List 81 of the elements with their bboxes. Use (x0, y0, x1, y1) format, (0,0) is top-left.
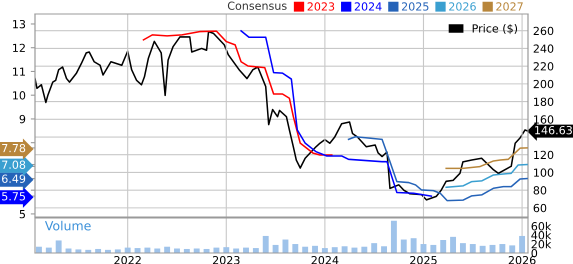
legend-label: 2027 (496, 2, 523, 11)
y2-tick-label: 80 (534, 186, 546, 195)
x-tick-label: 2022 (114, 256, 141, 264)
y2-tick-label: 200 (534, 80, 554, 88)
bar (490, 244, 496, 253)
bar (262, 236, 269, 253)
legend-label: 2025 (402, 2, 428, 11)
y-tick-label: 60k (532, 222, 552, 230)
bar (499, 244, 506, 253)
y-tick-label: 7.08 (2, 160, 26, 169)
bar (233, 248, 240, 253)
bar (282, 240, 288, 253)
x-tick-label: 2025 (410, 256, 437, 264)
bar (213, 248, 220, 253)
x-tick-label: 2023 (212, 256, 240, 264)
bar (361, 246, 368, 253)
bar (519, 236, 526, 253)
bar (480, 246, 486, 253)
bar (460, 243, 466, 253)
x-tick-label: 2024 (312, 256, 338, 264)
bar (144, 248, 150, 253)
bar (272, 244, 279, 253)
y-tick-label: 6.49 (2, 174, 26, 183)
bar (134, 248, 140, 253)
line-series (142, 30, 333, 156)
y-tick-label: 13 (13, 20, 26, 28)
y-tick-label: 10 (13, 91, 26, 100)
bar (450, 236, 456, 253)
y2-tick-label: 100 (534, 168, 554, 177)
bar (400, 240, 407, 253)
line-series (348, 136, 528, 202)
y-tick-label: 7.78 (2, 144, 26, 152)
y-tick-label: 5 (20, 210, 25, 218)
bar (381, 246, 387, 253)
line-series (445, 147, 528, 170)
bar (292, 244, 298, 253)
y-tick-label: 11 (13, 68, 25, 76)
y-tick-label: 0 (532, 248, 538, 258)
x-tick-label: 2026 (508, 256, 536, 264)
y-tick-label: 9 (20, 114, 26, 124)
bar (56, 240, 62, 253)
bar (430, 244, 436, 253)
y2-tick-label: 260 (534, 26, 554, 36)
y2-tick-label: 180 (534, 98, 554, 106)
legend-label: 2023 (308, 2, 334, 11)
y-tick-label: 40k (531, 230, 552, 240)
legend-title: Consensus (228, 2, 287, 10)
bar (164, 246, 170, 253)
chart-title: Volume (44, 220, 91, 230)
y2-tick-label: 120 (534, 150, 554, 160)
bar (322, 248, 328, 253)
bar (124, 248, 131, 253)
bar (390, 220, 397, 253)
line-series (445, 164, 528, 188)
legend-label: 2024 (354, 2, 382, 11)
bar (66, 248, 72, 253)
line-series (240, 30, 432, 197)
legend-label: 2026 (449, 2, 476, 11)
y-tick-label: 5.75 (2, 192, 25, 200)
bar (342, 246, 348, 253)
bar (420, 244, 426, 253)
bar (36, 246, 42, 253)
bar (410, 238, 417, 253)
bar (194, 248, 200, 253)
legend-label: Price ($) (472, 24, 518, 34)
bar (252, 248, 259, 253)
y2-tick-label: 60 (534, 204, 546, 212)
bar (440, 240, 446, 253)
bar (174, 248, 180, 253)
data-label: 146.63 (535, 126, 572, 134)
bar (46, 248, 52, 253)
bar (352, 248, 358, 253)
y2-tick-label: 220 (534, 62, 554, 71)
bar (371, 243, 378, 253)
y-tick-label: 20k (532, 240, 552, 248)
bar (312, 246, 318, 253)
y2-tick-label: 160 (534, 115, 554, 124)
y-tick-label: 12 (13, 44, 25, 52)
bar (302, 246, 308, 253)
y2-tick-label: 240 (534, 44, 554, 53)
bar (243, 248, 249, 253)
